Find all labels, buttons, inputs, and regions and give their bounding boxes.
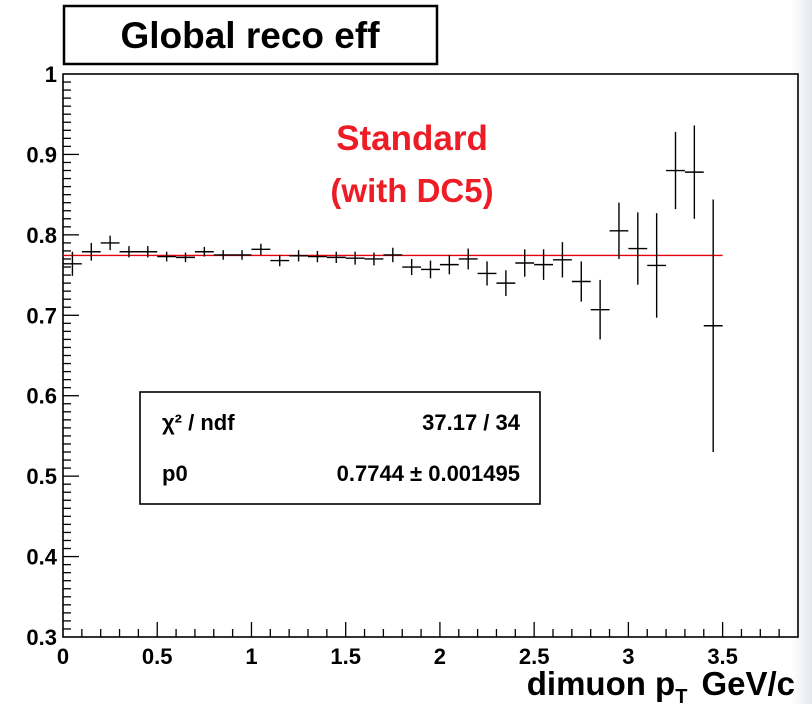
data-point [194, 246, 214, 257]
y-tick-label: 0.4 [26, 545, 57, 570]
data-point [703, 199, 723, 453]
chi2-label: χ² / ndf [162, 410, 235, 435]
data-point [477, 261, 497, 286]
data-point [628, 212, 648, 285]
data-point [232, 250, 252, 260]
data-point [684, 125, 704, 219]
fit-stats-box: χ² / ndf 37.17 / 34 p0 0.7744 ± 0.001495 [139, 391, 541, 505]
data-point [176, 252, 195, 263]
x-axis-label-sub: T [675, 686, 687, 704]
chi2-value: 37.17 / 34 [422, 410, 521, 435]
x-tick-label: 2 [434, 644, 446, 669]
data-point [496, 270, 516, 296]
annotation-standard: Standard [336, 119, 488, 158]
y-tick-label: 0.7 [26, 303, 57, 328]
chart-title: Global reco eff [120, 15, 380, 56]
y-tick-label: 0.9 [26, 142, 57, 167]
data-point [157, 251, 177, 262]
p0-value: 0.7744 ± 0.001495 [337, 461, 520, 486]
data-point [119, 246, 139, 258]
x-axis-label-unit: GeV/c [701, 665, 795, 702]
y-tick-label: 0.8 [26, 223, 57, 248]
title-box: Global reco eff [62, 4, 439, 66]
y-tick-label: 0.6 [26, 384, 57, 409]
annotation: Standard (with DC5) [330, 119, 493, 209]
data-point [138, 246, 158, 258]
data-point [439, 254, 459, 275]
data-point [251, 243, 271, 255]
axes: 0 0.5 1 1.5 2 2.5 3 3.5 0.3 0.4 0.5 0.6 0.7 0.8 0.9 1 [26, 62, 780, 669]
data-point [458, 248, 478, 270]
data-point [534, 249, 553, 280]
x-tick-label: 2.5 [519, 644, 550, 669]
y-tick-label: 0.3 [26, 625, 57, 650]
data-point [571, 261, 591, 302]
p0-label: p0 [162, 461, 188, 486]
x-tick-label: 1.5 [330, 644, 361, 669]
x-tick-label: 3.5 [707, 644, 738, 669]
x-tick-label: 3 [622, 644, 634, 669]
y-tick-label: 1 [45, 62, 57, 87]
data-point [383, 247, 403, 263]
data-point [647, 213, 667, 318]
x-tick-label: 1 [245, 644, 257, 669]
data-point [421, 260, 440, 279]
annotation-with-dc5: (with DC5) [330, 172, 493, 209]
data-point [100, 235, 120, 251]
data-point [666, 131, 685, 210]
data-point [270, 254, 290, 267]
data-point [515, 249, 535, 277]
data-points [63, 125, 723, 453]
data-point [289, 250, 308, 262]
data-point [63, 251, 82, 276]
data-point [308, 250, 327, 263]
data-point [213, 250, 233, 260]
x-axis-label: dimuon pT GeV/c [527, 665, 795, 704]
data-point [326, 251, 346, 264]
data-point [81, 242, 101, 261]
y-tick-label: 0.5 [26, 464, 57, 489]
x-tick-label: 0 [57, 644, 69, 669]
x-tick-label: 0.5 [142, 644, 173, 669]
data-point [402, 258, 422, 276]
data-point [364, 252, 384, 266]
data-point [590, 279, 610, 340]
data-point [609, 202, 629, 259]
data-point [345, 251, 365, 265]
x-axis-label-main: dimuon p [527, 665, 675, 702]
data-point [553, 242, 572, 278]
